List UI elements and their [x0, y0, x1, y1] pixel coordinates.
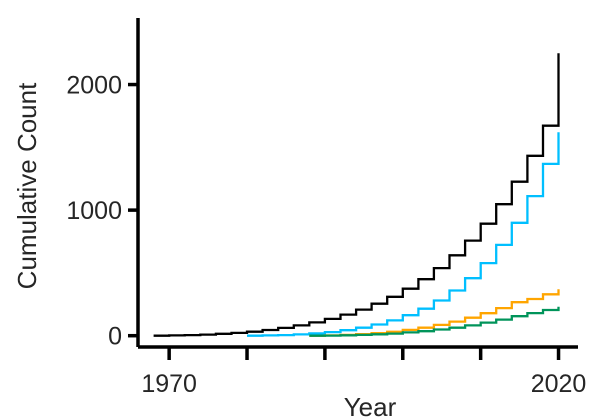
series-line-4 — [309, 306, 560, 337]
series-layer — [153, 53, 560, 337]
x-axis-title: Year — [344, 392, 397, 418]
y-tick-label: 0 — [108, 323, 122, 351]
y-axis-title: Cumulative Count — [12, 82, 42, 289]
x-tick-label: 2020 — [531, 370, 587, 398]
x-tick-label: 1970 — [141, 370, 197, 398]
axes-layer: 0 1000 2000 1970 2020 — [66, 18, 586, 398]
series-line-1 — [153, 53, 560, 337]
y-tick-label: 2000 — [66, 72, 122, 100]
y-tick-label: 1000 — [66, 197, 122, 225]
series-line-2 — [247, 132, 560, 337]
